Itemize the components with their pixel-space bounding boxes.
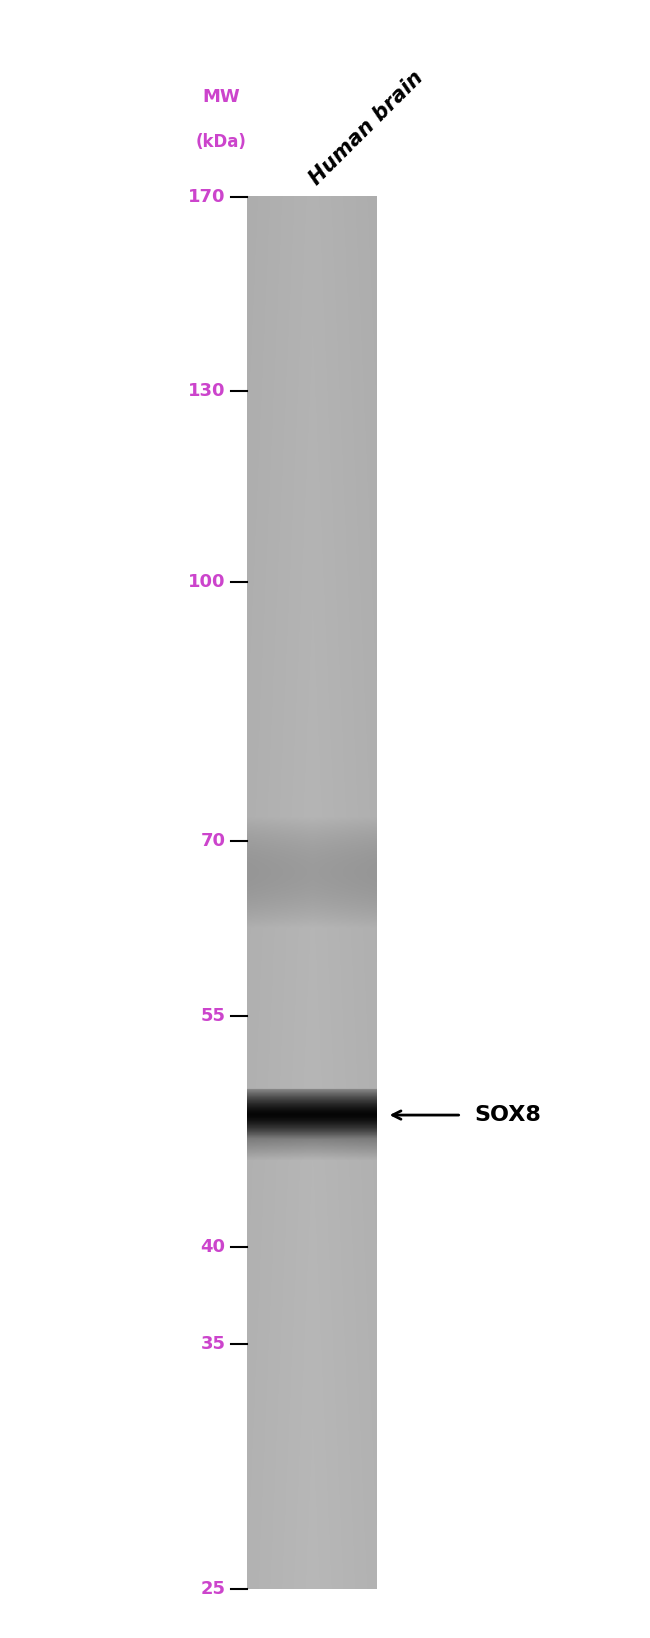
- Text: MW: MW: [202, 88, 240, 106]
- Text: 130: 130: [188, 382, 226, 400]
- Text: 35: 35: [201, 1335, 226, 1353]
- Text: 100: 100: [188, 573, 226, 591]
- Text: SOX8: SOX8: [474, 1106, 541, 1125]
- Text: 25: 25: [201, 1581, 226, 1597]
- Text: Human brain: Human brain: [306, 67, 427, 188]
- Text: 70: 70: [201, 832, 226, 850]
- Text: 40: 40: [201, 1238, 226, 1256]
- Text: 170: 170: [188, 188, 226, 205]
- Text: (kDa): (kDa): [196, 133, 246, 151]
- Text: 55: 55: [201, 1007, 226, 1025]
